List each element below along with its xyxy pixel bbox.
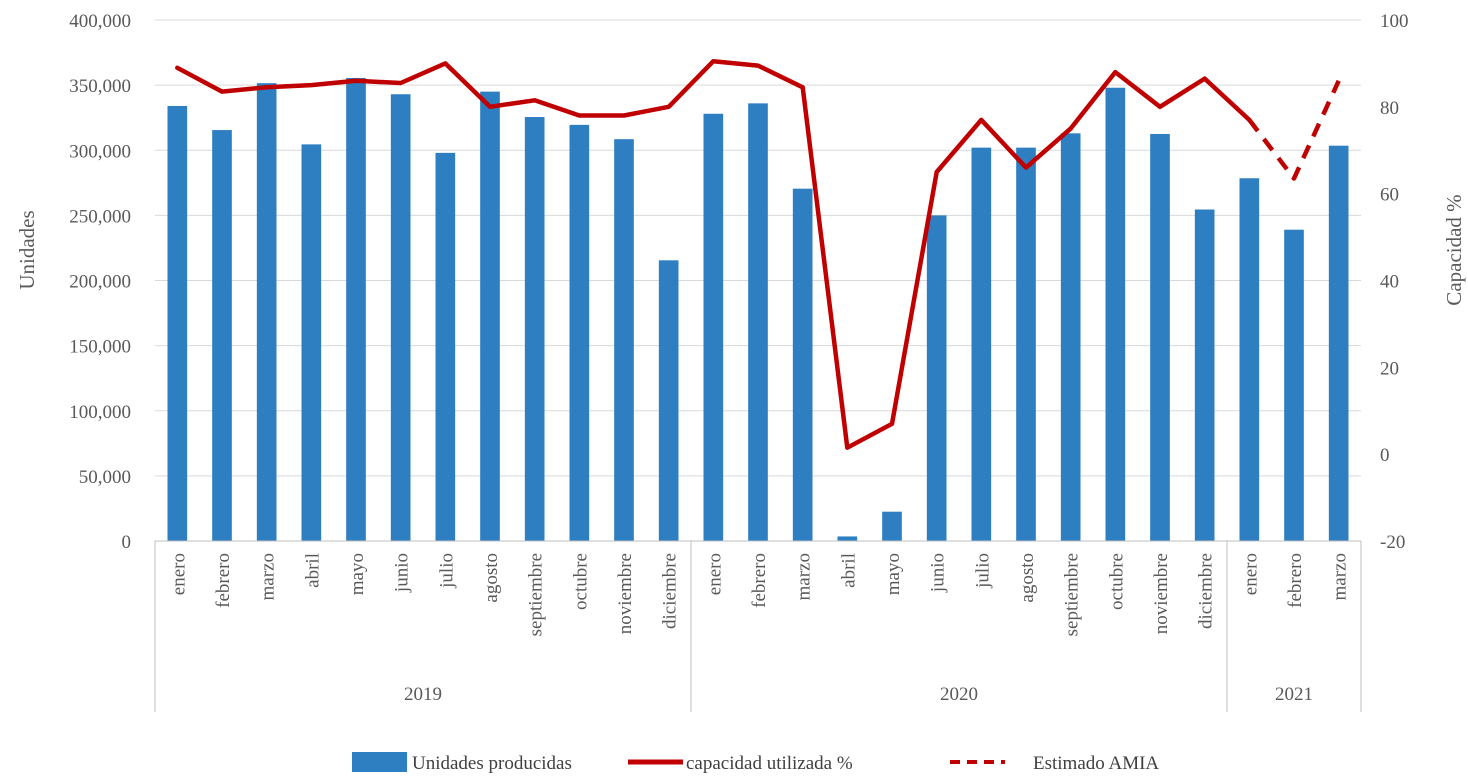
x-tick-label: julio [972,553,993,589]
y-right-tick-label: 20 [1380,358,1399,379]
x-tick-label: abril [302,553,323,588]
y-axis-left-title: Unidades [15,210,39,289]
y-axis-right-ticks: -20 0 20 40 60 80 100 [1380,11,1409,553]
year-label: 2021 [1275,684,1313,705]
y-left-tick-label: 0 [122,532,132,553]
x-tick-label: mayo [883,553,904,595]
y-right-tick-label: 0 [1380,445,1390,466]
x-tick-label: abril [838,553,859,588]
x-tick-label: diciembre [1196,553,1217,629]
x-tick-label: junio [392,553,413,593]
x-tick-label: mayo [347,553,368,595]
estimado-line [1247,79,1341,181]
x-tick-label: enero [168,553,189,595]
y-left-tick-label: 150,000 [69,337,131,358]
bar [569,124,590,541]
legend-label: Unidades producidas [412,753,572,774]
bar [167,105,188,541]
x-tick-label: enero [1240,553,1261,595]
y-left-tick-label: 100,000 [69,402,131,423]
bar [1060,133,1081,541]
x-tick-label: marzo [794,553,815,600]
x-tick-label: febrero [213,553,234,608]
y-right-tick-label: 100 [1380,11,1409,32]
legend-label: capacidad utilizada % [686,753,853,774]
x-tick-label: marzo [258,553,279,600]
bar [480,91,500,541]
bar [1150,133,1170,541]
y-left-tick-label: 350,000 [69,76,131,97]
year-label: 2019 [404,684,442,705]
x-tick-label: enero [704,553,725,595]
bar [882,511,902,541]
x-tick-label: febrero [749,553,770,608]
x-tick-label: agosto [481,553,502,603]
bars-series-unidades [167,77,1349,542]
bar [301,144,322,542]
bar [256,83,277,541]
x-tick-label: noviembre [615,553,636,634]
bar [971,147,992,541]
x-tick-label: diciembre [660,553,681,629]
y-right-tick-label: 80 [1380,98,1399,119]
x-tick-label: marzo [1330,553,1351,600]
bar [390,94,411,542]
bar [837,536,858,541]
legend: Unidades producidas capacidad utilizada %… [352,752,1159,774]
y-left-tick-label: 400,000 [69,11,131,32]
bar [435,152,456,542]
x-tick-label: julio [436,553,457,589]
bar [346,77,366,542]
year-label: 2020 [940,684,978,705]
bar [658,260,679,541]
x-tick-label: octubre [570,553,591,610]
y-left-tick-label: 50,000 [79,467,131,488]
bar [1328,145,1349,541]
x-tick-label: septiembre [526,553,547,636]
y-right-tick-label: 60 [1380,185,1399,206]
bar [1239,178,1260,541]
x-tick-label: octubre [1106,553,1127,610]
bar [748,103,768,542]
x-tick-label: noviembre [1151,553,1172,634]
legend-label: Estimado AMIA [1033,753,1159,774]
x-tick-label: junio [928,553,949,593]
y-left-tick-label: 250,000 [69,206,131,227]
y-left-tick-label: 300,000 [69,141,131,162]
y-axis-right-title: Capacidad % [1442,194,1466,305]
bar [524,117,545,541]
x-tick-label: febrero [1285,553,1306,608]
lines-series-capacidad [175,58,1341,450]
legend-swatch-bars [352,752,407,772]
x-tick-label: septiembre [1062,553,1083,636]
x-tick-label: agosto [1017,553,1038,603]
y-right-tick-label: -20 [1380,532,1405,553]
bar [1284,229,1304,541]
y-left-tick-label: 200,000 [69,272,131,293]
bar [1016,147,1036,541]
bar [703,113,724,541]
bar [1105,87,1126,541]
y-axis-left-ticks: 0 50,000 100,000 150,000 200,000 250,000 300,0… [69,11,131,553]
bar [1194,209,1215,542]
bar [792,188,813,541]
x-axis: enero febrero marzo abril mayo junio julio agos… [154,540,1362,712]
bar [212,130,232,541]
bar [614,139,634,541]
y-right-tick-label: 40 [1380,272,1399,293]
capacidad-line [175,58,1252,450]
bar [926,215,947,541]
